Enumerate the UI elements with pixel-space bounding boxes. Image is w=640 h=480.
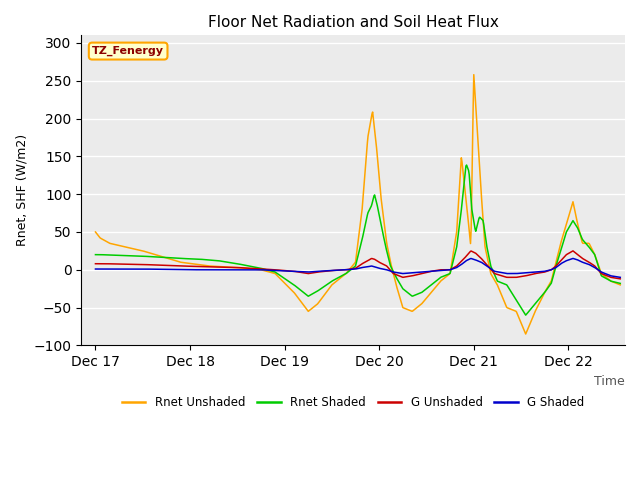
Rnet Unshaded xyxy=(616,282,624,288)
G Unshaded xyxy=(616,276,624,282)
G Unshaded xyxy=(396,274,404,279)
Rnet Unshaded xyxy=(396,296,404,302)
Rnet Unshaded xyxy=(426,291,434,297)
Line: G Unshaded: G Unshaded xyxy=(95,251,620,279)
Line: G Shaded: G Shaded xyxy=(95,258,620,277)
X-axis label: Time: Time xyxy=(595,375,625,388)
Rnet Shaded xyxy=(124,253,131,259)
G Shaded xyxy=(410,270,418,276)
G Shaded xyxy=(490,268,497,274)
G Unshaded xyxy=(124,261,131,267)
G Shaded xyxy=(124,266,131,272)
Line: Rnet Unshaded: Rnet Unshaded xyxy=(95,75,620,334)
Rnet Unshaded xyxy=(522,331,529,337)
Rnet Unshaded xyxy=(124,244,131,250)
Rnet Shaded xyxy=(396,281,404,287)
G Shaded xyxy=(543,268,551,274)
Rnet Shaded xyxy=(426,283,434,289)
G Unshaded xyxy=(426,269,434,275)
G Shaded xyxy=(92,266,99,272)
G Shaded xyxy=(569,255,577,261)
Rnet Unshaded xyxy=(92,229,99,235)
G Unshaded xyxy=(569,248,577,254)
Rnet Unshaded xyxy=(545,283,552,288)
Rnet Shaded xyxy=(490,271,498,277)
Rnet Shaded xyxy=(616,280,624,286)
Line: Rnet Shaded: Rnet Shaded xyxy=(95,165,620,315)
G Unshaded xyxy=(92,261,99,266)
Rnet Shaded xyxy=(463,162,470,168)
Text: TZ_Fenergy: TZ_Fenergy xyxy=(92,46,164,56)
Legend: Rnet Unshaded, Rnet Shaded, G Unshaded, G Shaded: Rnet Unshaded, Rnet Shaded, G Unshaded, … xyxy=(117,392,589,414)
Rnet Unshaded xyxy=(490,276,498,282)
Rnet Shaded xyxy=(522,312,529,318)
G Unshaded xyxy=(490,270,497,276)
Rnet Shaded xyxy=(410,293,418,299)
G Shaded xyxy=(426,268,434,274)
G Shaded xyxy=(396,270,404,276)
G Shaded xyxy=(616,275,624,280)
Rnet Unshaded xyxy=(470,72,477,78)
G Unshaded xyxy=(410,273,418,278)
Y-axis label: Rnet, SHF (W/m2): Rnet, SHF (W/m2) xyxy=(15,134,28,246)
Rnet Shaded xyxy=(545,284,552,290)
G Unshaded xyxy=(543,268,551,274)
Title: Floor Net Radiation and Soil Heat Flux: Floor Net Radiation and Soil Heat Flux xyxy=(208,15,499,30)
Rnet Shaded xyxy=(92,252,99,258)
Rnet Unshaded xyxy=(410,307,418,313)
